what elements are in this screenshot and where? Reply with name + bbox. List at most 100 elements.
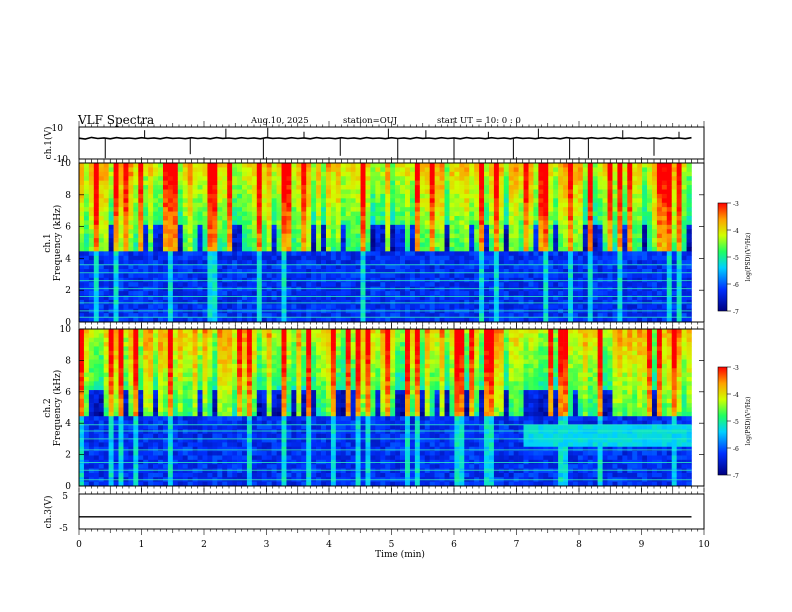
spectrogram-cell xyxy=(227,220,233,226)
spectrogram-cell xyxy=(138,211,144,217)
spectrogram-cell xyxy=(395,299,401,305)
spectrogram-cell xyxy=(375,167,381,173)
spectrogram-cell xyxy=(108,207,114,212)
spectrogram-cell xyxy=(192,198,198,204)
spectrogram-cell xyxy=(217,242,223,248)
spectrogram-cell xyxy=(256,264,263,270)
spectrogram-cell xyxy=(266,220,272,226)
spectrogram-cell xyxy=(162,180,169,186)
spectrogram-cell xyxy=(464,171,470,177)
spectrogram-cell xyxy=(79,299,85,305)
spectrogram-cell xyxy=(370,180,376,186)
spectrogram-cell xyxy=(405,233,411,239)
spectrogram-cell xyxy=(528,299,534,305)
spectrogram-cell xyxy=(237,313,243,318)
spectrogram-cell xyxy=(330,171,337,177)
spectrogram-cell xyxy=(246,220,253,226)
spectrogram-cell xyxy=(325,211,332,217)
spectrogram-cell xyxy=(256,189,263,195)
spectrogram-cell xyxy=(666,163,673,168)
spectrogram-cell xyxy=(246,193,253,199)
spectrogram-cell xyxy=(484,299,490,305)
spectrogram-cell xyxy=(414,216,421,221)
spectrogram-cell xyxy=(592,264,598,270)
spectrogram-cell xyxy=(513,304,519,310)
spectrogram-cell xyxy=(484,251,490,257)
spectrogram-cell xyxy=(479,291,485,296)
spectrogram-cell xyxy=(316,282,322,287)
spectrogram-cell xyxy=(533,180,539,186)
spectrogram-cell xyxy=(128,273,134,279)
spectrogram-cell xyxy=(261,255,267,261)
spectrogram-cell xyxy=(597,202,603,208)
spectrogram-cell xyxy=(528,224,534,230)
spectrogram-cell xyxy=(686,242,692,248)
spectrogram-cell xyxy=(118,185,124,190)
spectrogram-cell xyxy=(133,233,139,239)
spectrogram-cell xyxy=(617,220,623,226)
spectrogram-cell xyxy=(118,269,124,274)
spectrogram-cell xyxy=(469,255,475,261)
spectrogram-cell xyxy=(405,238,411,243)
spectrogram-cell xyxy=(449,251,455,257)
spectrogram-cell xyxy=(513,291,519,296)
spectrogram-cell xyxy=(182,299,188,305)
spectrogram-cell xyxy=(681,180,687,186)
spectrogram-cell xyxy=(632,273,638,279)
spectrogram-cell xyxy=(587,176,594,181)
spectrogram-cell xyxy=(686,180,692,186)
spectrogram-cell xyxy=(622,242,628,248)
spectrogram-cell xyxy=(232,167,238,173)
spectrogram-cell xyxy=(419,229,426,234)
spectrogram-cell xyxy=(434,264,440,270)
spectrogram-cell xyxy=(651,260,658,265)
spectrogram-cell xyxy=(83,264,90,270)
spectrogram-cell xyxy=(627,264,633,270)
spectrogram-cell xyxy=(232,224,238,230)
spectrogram-cell xyxy=(612,229,618,234)
spectrogram-cell xyxy=(133,291,139,296)
spectrogram-cell xyxy=(108,273,114,279)
spectrogram-cell xyxy=(587,238,594,243)
spectrogram-cell xyxy=(617,291,623,296)
spectrogram-cell xyxy=(637,264,643,270)
spectrogram-cell xyxy=(123,185,129,190)
spectrogram-cell xyxy=(385,251,391,257)
spectrogram-cell xyxy=(281,202,287,208)
spectrogram-cell xyxy=(246,216,253,221)
spectrogram-cell xyxy=(350,193,356,199)
spectrogram-cell xyxy=(108,185,114,190)
spectrogram-cell xyxy=(355,220,361,226)
spectrogram-cell xyxy=(434,282,440,287)
spectrogram-cell xyxy=(217,264,223,270)
spectrogram-cell xyxy=(266,189,272,195)
spectrogram-cell xyxy=(345,167,351,173)
spectrogram-cell xyxy=(454,216,460,221)
spectrogram-cell xyxy=(138,269,144,274)
spectrogram-cell xyxy=(296,299,302,305)
spectrogram-cell xyxy=(143,295,149,301)
spectrogram-cell xyxy=(197,211,203,217)
spectrogram-cell xyxy=(251,282,258,287)
spectrogram-cell xyxy=(582,317,589,323)
spectrogram-cell xyxy=(98,242,104,248)
spectrogram-cell xyxy=(316,220,322,226)
spectrogram-cell xyxy=(212,224,218,230)
spectrogram-cell xyxy=(479,233,485,239)
spectrogram-cell xyxy=(597,233,603,239)
spectrogram-cell xyxy=(582,313,589,318)
spectrogram-cell xyxy=(207,167,213,173)
spectrogram-cell xyxy=(276,233,282,239)
spectrogram-cell xyxy=(508,264,514,270)
spectrogram-cell xyxy=(207,242,213,248)
spectrogram-cell xyxy=(563,299,569,305)
spectrogram-cell xyxy=(232,273,238,279)
spectrogram-cell xyxy=(242,251,248,257)
spectrogram-cell xyxy=(597,193,603,199)
spectrogram-cell xyxy=(197,185,203,190)
spectrogram-cell xyxy=(553,189,559,195)
spectrogram-cell xyxy=(617,198,623,204)
spectrogram-cell xyxy=(83,313,90,318)
spectrogram-cell xyxy=(232,291,238,296)
spectrogram-cell xyxy=(582,176,589,181)
